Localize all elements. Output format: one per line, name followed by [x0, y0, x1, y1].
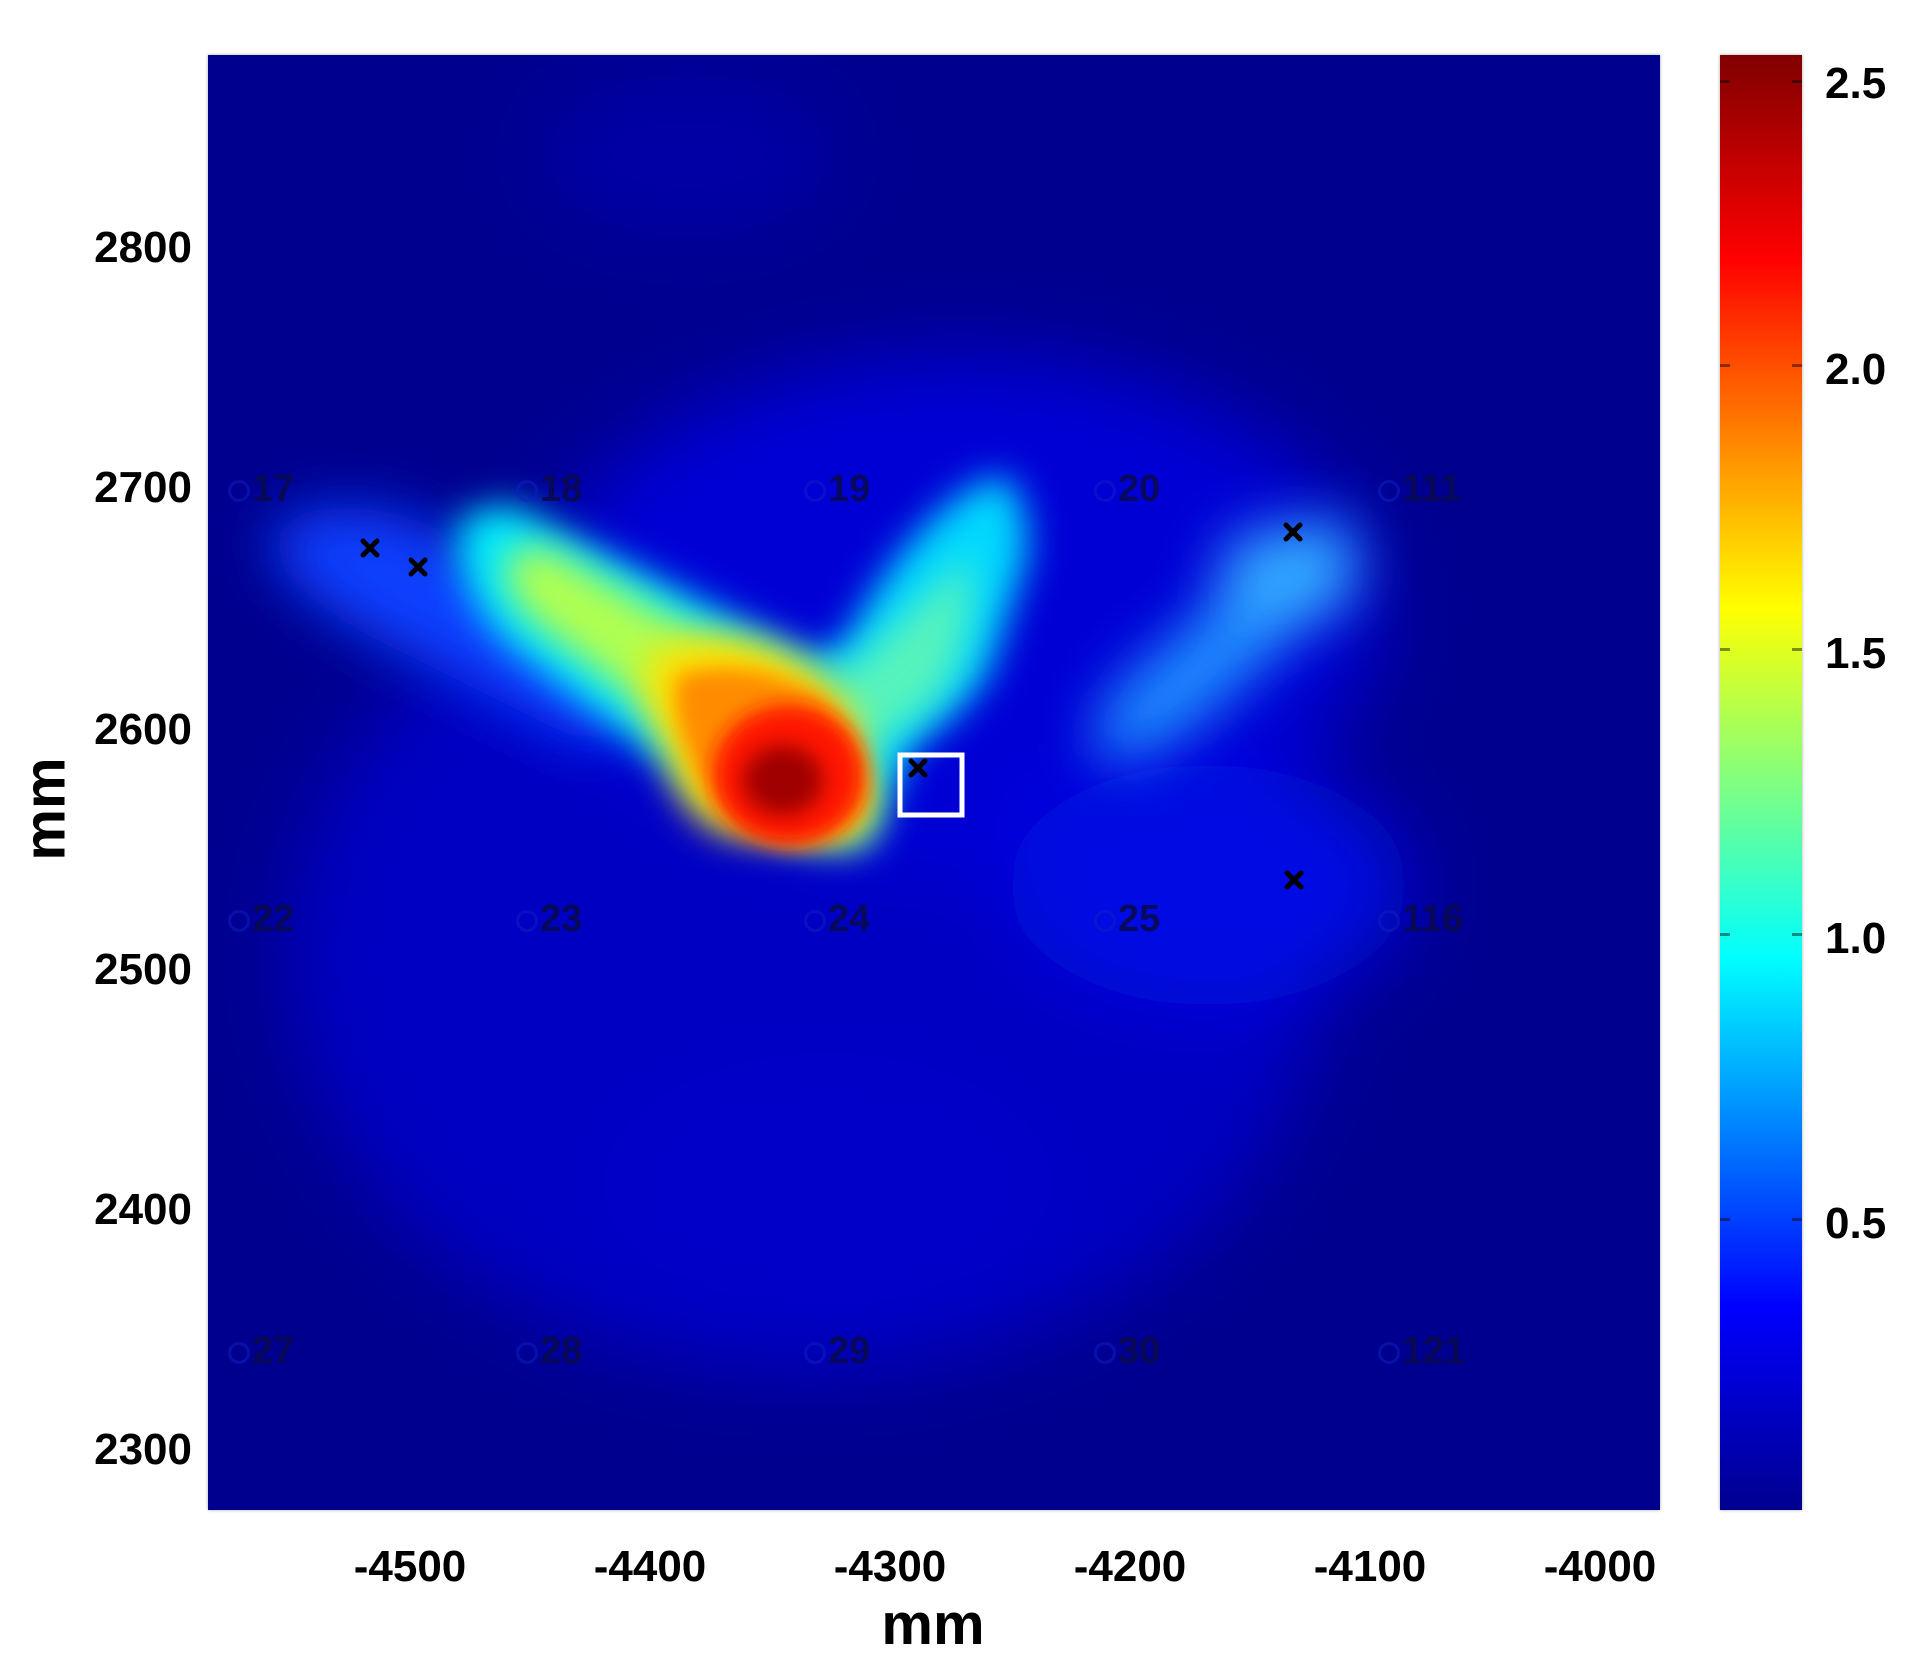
colorbar-tick-mark [1720, 364, 1730, 367]
y-tick-2400: 2400 [94, 1185, 192, 1234]
station-30: 30 [1094, 1332, 1160, 1370]
station-116: 116 [1378, 900, 1463, 938]
station-29: 29 [804, 1332, 870, 1370]
station-circle-icon [804, 1341, 826, 1364]
colorbar-tick-1.5: 1.5 [1825, 629, 1887, 678]
x-tick--4000: -4000 [1543, 1542, 1657, 1591]
colorbar-tick-2.5: 2.5 [1825, 59, 1887, 108]
colorbar-tick-mark [1792, 1218, 1802, 1221]
x-tick--4400: -4400 [593, 1542, 707, 1591]
station-circle-icon [228, 1341, 250, 1364]
station-17: 17 [228, 470, 294, 508]
station-22: 22 [228, 900, 294, 938]
station-27: 27 [228, 1332, 294, 1370]
colorbar-tick-mark [1720, 933, 1730, 936]
colorbar-tick-mark [1792, 933, 1802, 936]
station-19: 19 [804, 470, 870, 508]
x-markers-layer [360, 522, 1304, 890]
station-18: 18 [516, 470, 582, 508]
y-tick-2500: 2500 [94, 945, 192, 994]
station-circle-icon [1094, 909, 1116, 932]
y-tick-2600: 2600 [94, 705, 192, 754]
colorbar [1720, 55, 1802, 1510]
x-tick--4300: -4300 [833, 1542, 947, 1591]
heatmap-canvas [268, 75, 1408, 1375]
station-circle-icon [1378, 1341, 1400, 1364]
station-circle-icon [1378, 909, 1400, 932]
colorbar-tick-mark [1792, 648, 1802, 651]
station-circle-icon [516, 479, 538, 502]
colorbar-tick-mark [1720, 648, 1730, 651]
station-circle-icon [1094, 479, 1116, 502]
station-circle-icon [228, 479, 250, 502]
x-marker-icon [908, 758, 928, 778]
station-28: 28 [516, 1332, 582, 1370]
station-24: 24 [804, 900, 870, 938]
x-marker-icon [360, 538, 380, 558]
y-tick-2800: 2800 [94, 223, 192, 272]
colorbar-tick-1.0: 1.0 [1825, 914, 1887, 963]
colorbar-tick-mark [1720, 80, 1730, 83]
colorbar-tick-0.5: 0.5 [1825, 1199, 1887, 1248]
station-121: 121 [1378, 1332, 1465, 1370]
x-axis-title: mm [881, 1592, 985, 1657]
x-tick--4500: -4500 [353, 1542, 467, 1591]
station-circle-icon [228, 909, 250, 932]
station-20: 20 [1094, 470, 1160, 508]
y-tick-2300: 2300 [94, 1425, 192, 1474]
y-axis-title: mm [12, 757, 78, 861]
station-circle-icon [804, 909, 826, 932]
x-marker-icon [1283, 522, 1303, 542]
station-circle-icon [804, 479, 826, 502]
plot-area[interactable]: 17 18 19 20 111 22 23 24 25 116 27 28 29… [208, 55, 1660, 1510]
station-circle-icon [1094, 1341, 1116, 1364]
colorbar-tick-mark [1720, 1218, 1730, 1221]
station-23: 23 [516, 900, 582, 938]
x-tick--4200: -4200 [1073, 1542, 1187, 1591]
x-marker-icon [408, 557, 428, 577]
station-circle-icon [1378, 479, 1400, 502]
station-circle-icon [516, 1341, 538, 1364]
highlight-box [897, 752, 965, 818]
x-tick--4100: -4100 [1313, 1542, 1427, 1591]
station-111: 111 [1378, 470, 1461, 508]
station-25: 25 [1094, 900, 1160, 938]
station-circle-icon [516, 909, 538, 932]
colorbar-tick-mark [1792, 80, 1802, 83]
colorbar-tick-2.0: 2.0 [1825, 345, 1887, 394]
y-tick-2700: 2700 [94, 463, 192, 512]
colorbar-tick-mark [1792, 364, 1802, 367]
x-marker-icon [1284, 870, 1304, 890]
